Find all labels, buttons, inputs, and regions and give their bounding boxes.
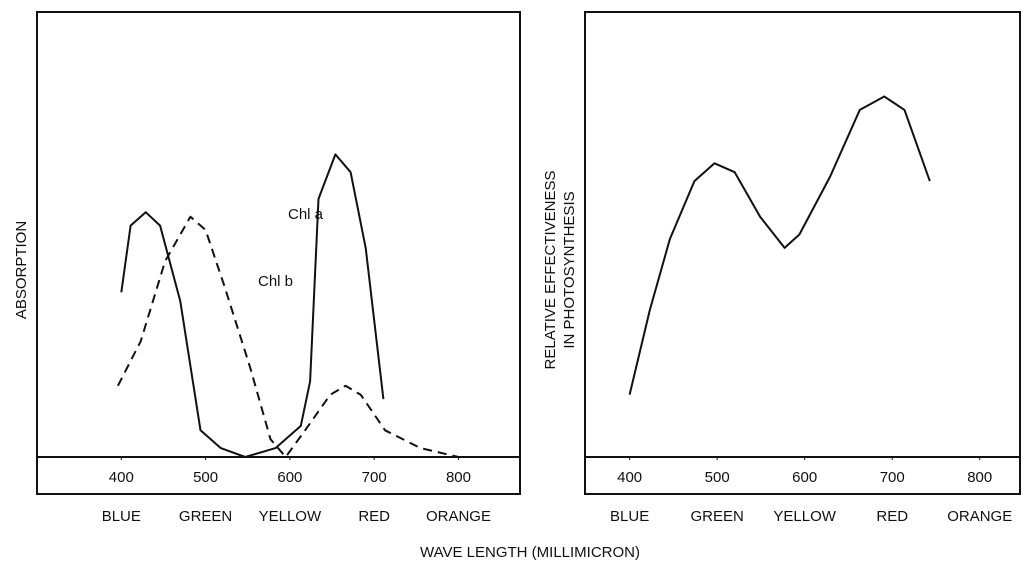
x-tick-label: 400 — [617, 469, 642, 486]
x-axis-title: WAVE LENGTH (MILLIMICRON) — [420, 544, 640, 561]
left-frame — [36, 11, 521, 495]
color-band-label: GREEN — [690, 508, 743, 525]
x-tick-label: 800 — [967, 469, 992, 486]
right-frame — [584, 11, 1021, 495]
color-band-label: BLUE — [610, 508, 649, 525]
curve — [117, 215, 459, 458]
color-band-label: GREEN — [179, 508, 232, 525]
series-label: Chl a — [288, 206, 324, 223]
series-label: Chl b — [258, 273, 293, 290]
curve — [120, 153, 385, 458]
y-axis-title: RELATIVE EFFECTIVENESS — [542, 171, 559, 370]
x-tick-label: 400 — [109, 469, 134, 486]
x-tick-label: 500 — [705, 469, 730, 486]
color-band-label: RED — [876, 508, 908, 525]
y-axis-title: IN PHOTOSYNTHESIS — [561, 191, 578, 348]
color-band-label: YELLOW — [773, 508, 836, 525]
x-tick-label: 500 — [193, 469, 218, 486]
x-tick-label: 700 — [362, 469, 387, 486]
color-band-label: RED — [358, 508, 390, 525]
x-tick-label: 700 — [880, 469, 905, 486]
color-band-label: ORANGE — [947, 508, 1012, 525]
color-band-label: BLUE — [102, 508, 141, 525]
y-axis-title: ABSORPTION — [13, 221, 30, 319]
x-tick-label: 800 — [446, 469, 471, 486]
curve — [628, 95, 931, 395]
color-band-label: YELLOW — [259, 508, 322, 525]
x-tick-label: 600 — [277, 469, 302, 486]
x-tick-label: 600 — [792, 469, 817, 486]
color-band-label: ORANGE — [426, 508, 491, 525]
